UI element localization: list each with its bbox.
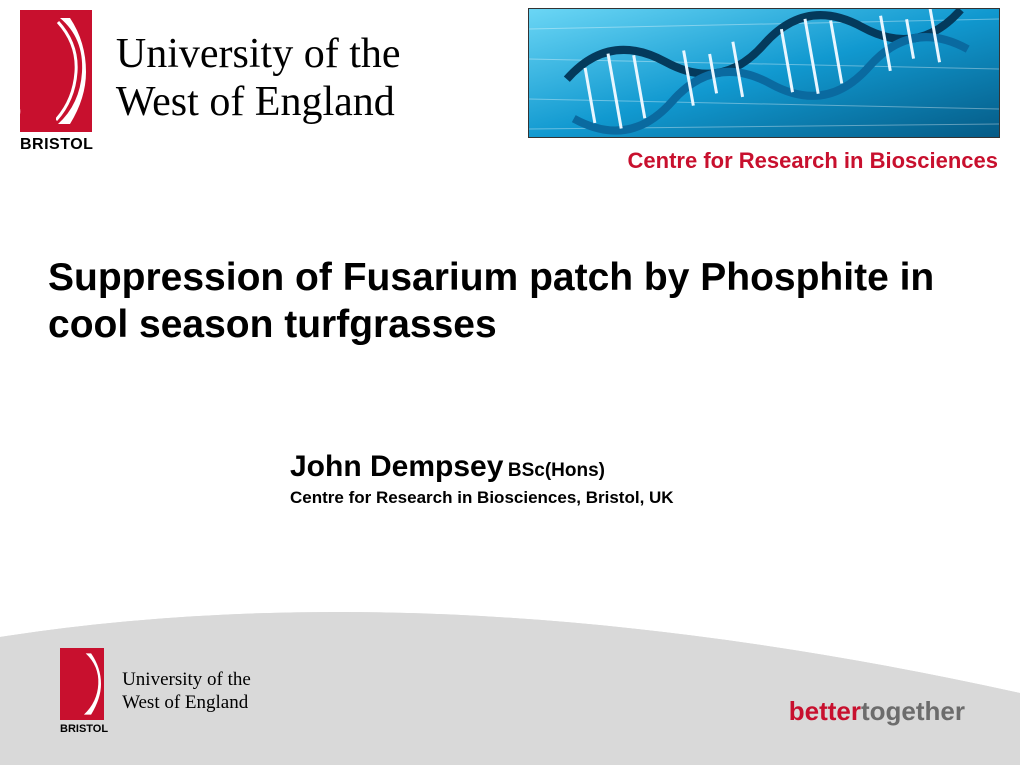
footer-logo-block: UWE BRISTOL University of the West of En… [60,648,251,735]
dna-image [528,8,1000,138]
footer-tagline: bettertogether [789,696,965,727]
author-name: John Dempsey [290,450,503,483]
tagline-part2: together [861,696,965,726]
presentation-title: Suppression of Fusarium patch by Phosphi… [48,255,980,349]
footer-university-line2: West of England [122,692,251,715]
uwe-logo-block: UWE BRISTOL University of the West of En… [20,10,401,154]
footer-uwe-city-text: BRISTOL [60,723,108,735]
dna-helix-icon [529,9,1000,138]
footer-uwe-short-text: UWE [60,672,65,714]
author-affiliation: Centre for Research in Biosciences, Bris… [290,488,674,508]
footer-university-name: University of the West of England [122,669,251,715]
footer-university-line1: University of the [122,669,251,692]
footer-uwe-red-box: UWE [60,648,104,720]
uwe-red-box: UWE [20,10,92,132]
slide-footer: UWE BRISTOL University of the West of En… [0,565,1020,765]
uwe-logo: UWE BRISTOL [20,10,93,154]
uwe-city-text: BRISTOL [20,136,93,154]
uwe-short-text: UWE [20,55,28,122]
uwe-swoosh-icon [56,18,86,124]
university-name-line1: University of the [116,30,401,78]
author-block: John Dempsey BSc(Hons) Centre for Resear… [290,450,674,508]
tagline-part1: better [789,696,861,726]
footer-swoosh-icon [83,652,101,716]
university-name: University of the West of England [116,30,401,127]
footer-uwe-logo: UWE BRISTOL [60,648,108,735]
university-name-line2: West of England [116,78,401,126]
author-degree: BSc(Hons) [508,460,605,481]
centre-label: Centre for Research in Biosciences [628,148,998,174]
slide-header: UWE BRISTOL University of the West of En… [0,0,1020,175]
